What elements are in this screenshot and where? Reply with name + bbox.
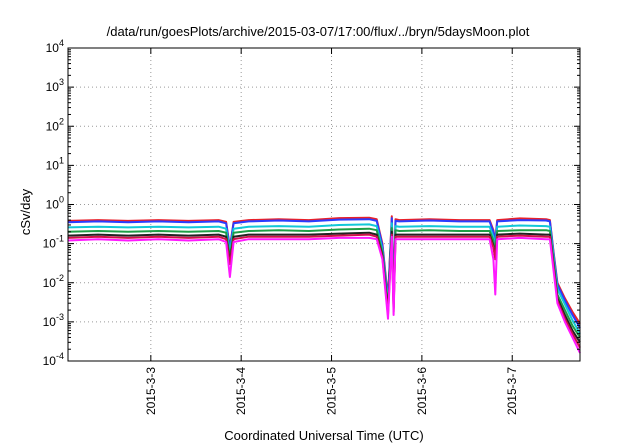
series-line <box>67 227 581 338</box>
x-tick-label: 2015-3-3 <box>144 367 158 415</box>
y-tick-base: 10 <box>43 315 57 329</box>
series-line <box>67 215 581 325</box>
x-tick-label: 2015-3-7 <box>505 367 519 415</box>
y-tick-exponent: 2 <box>59 116 64 126</box>
y-tick-exponent: 4 <box>59 38 64 48</box>
y-tick-label: 100 <box>46 195 64 212</box>
y-tick-label: 10-3 <box>43 312 64 329</box>
grid-lines <box>68 48 580 361</box>
series-line <box>67 230 581 343</box>
series-line <box>67 222 581 335</box>
y-tick-base: 10 <box>46 80 60 94</box>
y-tick-exponent: 3 <box>59 77 64 87</box>
series-line <box>67 233 581 349</box>
y-tick-exponent: 0 <box>59 195 64 205</box>
y-tick-base: 10 <box>46 198 60 212</box>
y-tick-label: 10-1 <box>43 234 64 251</box>
y-tick-base: 10 <box>46 158 60 172</box>
y-axis-label: cSv/day <box>18 188 33 235</box>
x-tick-label: 2015-3-5 <box>325 367 339 415</box>
y-tick-label: 103 <box>46 77 64 94</box>
y-tick-base: 10 <box>43 354 57 368</box>
y-tick-label: 102 <box>46 116 64 133</box>
series-line <box>67 217 581 329</box>
y-tick-base: 10 <box>43 237 57 251</box>
chart-title: /data/run/goesPlots/archive/2015-03-07/1… <box>107 24 530 39</box>
y-tick-base: 10 <box>46 119 60 133</box>
y-tick-exponent: -2 <box>56 273 64 283</box>
data-series <box>67 215 581 354</box>
x-axis-label: Coordinated Universal Time (UTC) <box>224 428 423 443</box>
series-line <box>67 235 581 354</box>
y-tick-exponent: -3 <box>56 312 64 322</box>
y-tick-base: 10 <box>43 276 57 290</box>
y-tick-label: 10-2 <box>43 273 64 290</box>
x-tick-label: 2015-3-6 <box>415 367 429 415</box>
y-tick-label: 10-4 <box>43 351 64 368</box>
y-tick-exponent: -4 <box>56 351 64 361</box>
y-tick-exponent: 1 <box>59 155 64 165</box>
y-tick-exponent: -1 <box>56 234 64 244</box>
x-tick-label: 2015-3-4 <box>234 367 248 415</box>
y-tick-base: 10 <box>46 41 60 55</box>
y-tick-label: 104 <box>46 38 64 55</box>
y-tick-label: 101 <box>46 155 64 172</box>
